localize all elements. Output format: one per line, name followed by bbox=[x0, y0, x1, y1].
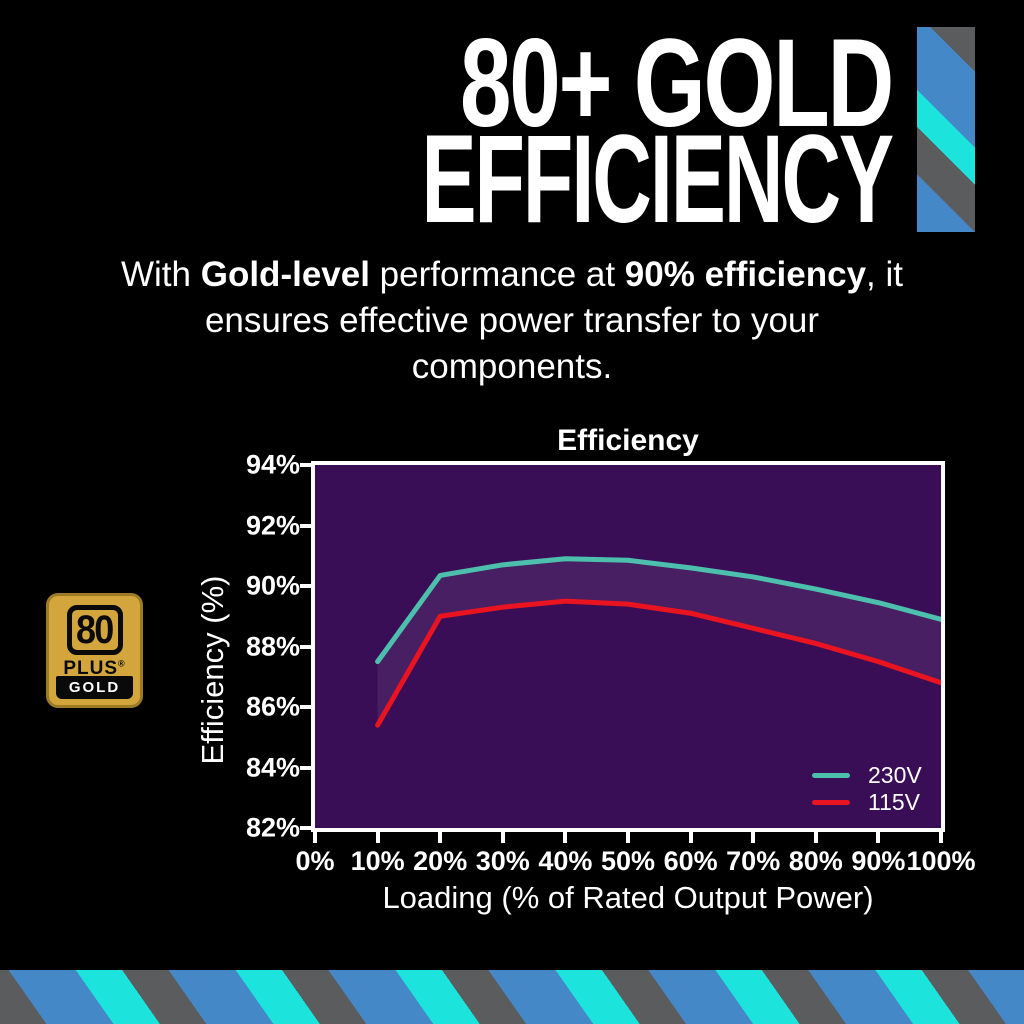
badge-80plus-gold: 80 PLUS® GOLD bbox=[46, 593, 143, 708]
bottom-stripe-banner bbox=[0, 970, 1024, 1024]
y-tick-label: 82% bbox=[245, 812, 300, 843]
subtitle: With Gold-level performance at 90% effic… bbox=[62, 252, 962, 390]
x-tick-label: 80% bbox=[788, 846, 843, 876]
legend-swatch bbox=[812, 773, 850, 778]
x-axis-title: Loading (% of Rated Output Power) bbox=[382, 880, 874, 915]
subtitle-text: ensures effective power transfer to your bbox=[204, 301, 820, 340]
x-tick-mark bbox=[626, 832, 630, 843]
subtitle-line: components. bbox=[62, 344, 962, 390]
x-tick-mark bbox=[751, 832, 756, 843]
legend-item: 115V bbox=[812, 789, 922, 816]
badge-plus-text: PLUS bbox=[63, 658, 119, 679]
y-tick-label: 94% bbox=[245, 449, 300, 480]
x-tick-label: 20% bbox=[413, 846, 468, 876]
x-tick-label: 0% bbox=[295, 846, 335, 876]
x-tick-mark bbox=[375, 832, 380, 843]
subtitle-line: ensures effective power transfer to your bbox=[62, 298, 962, 344]
badge-tier-label: GOLD bbox=[56, 676, 133, 699]
fill-between-curves bbox=[377, 558, 941, 726]
x-tick-mark bbox=[313, 832, 317, 843]
chart-legend: 230V 115V bbox=[812, 762, 922, 816]
chart-canvas bbox=[375, 556, 941, 728]
registered-mark: ® bbox=[118, 658, 126, 669]
legend-label: 230V bbox=[868, 762, 922, 788]
y-tick-label: 84% bbox=[245, 752, 300, 782]
y-tick-mark bbox=[300, 826, 312, 830]
y-tick-label: 86% bbox=[245, 691, 300, 722]
y-tick-mark bbox=[300, 765, 312, 770]
subtitle-text: With bbox=[121, 255, 201, 294]
right-stripe-decoration bbox=[917, 27, 975, 232]
chart-title: Efficiency bbox=[557, 424, 699, 457]
subtitle-text: performance at bbox=[369, 255, 625, 294]
x-tick-mark bbox=[813, 832, 818, 843]
x-tick-mark bbox=[939, 832, 943, 843]
x-tick-label: 90% bbox=[851, 846, 906, 876]
x-tick-label: 50% bbox=[600, 846, 656, 876]
x-tick-label: 10% bbox=[350, 846, 405, 876]
legend-swatch bbox=[812, 800, 850, 805]
subtitle-bold-text: Gold-level bbox=[200, 255, 370, 294]
y-tick-label: 92% bbox=[245, 510, 300, 540]
y-tick-label: 90% bbox=[245, 570, 300, 601]
x-tick-label: 30% bbox=[475, 846, 530, 876]
y-tick-mark bbox=[300, 463, 312, 467]
x-tick-label: 70% bbox=[726, 846, 781, 876]
legend-label: 115V bbox=[868, 789, 921, 815]
x-tick-label: 40% bbox=[538, 846, 593, 876]
x-tick-mark bbox=[438, 832, 443, 843]
y-tick-mark bbox=[300, 584, 312, 588]
y-axis-title: Efficiency (%) bbox=[195, 575, 230, 765]
x-tick-label: 100% bbox=[906, 846, 976, 876]
y-tick-mark bbox=[300, 644, 312, 649]
x-tick-mark bbox=[500, 832, 505, 843]
y-tick-mark bbox=[300, 705, 312, 709]
series-line-230v bbox=[375, 556, 941, 665]
plot-area bbox=[311, 461, 945, 832]
x-tick-mark bbox=[876, 832, 881, 843]
badge-number: 80 bbox=[76, 607, 114, 652]
main-heading: 80+ GOLD EFFICIENCY bbox=[179, 14, 894, 249]
series-line-115v bbox=[375, 598, 941, 728]
legend-item: 230V bbox=[812, 762, 922, 789]
badge-plus-label: PLUS® bbox=[49, 658, 140, 680]
subtitle-text: components. bbox=[411, 347, 613, 386]
x-tick-mark bbox=[563, 832, 568, 843]
subtitle-line: With Gold-level performance at 90% effic… bbox=[62, 252, 962, 298]
subtitle-bold-text: 90% efficiency bbox=[624, 255, 867, 294]
y-tick-mark bbox=[300, 523, 312, 528]
x-tick-label: 60% bbox=[663, 846, 718, 876]
heading-line-2: EFFICIENCY bbox=[421, 110, 894, 249]
heading-line-1: 80+ GOLD bbox=[459, 14, 894, 153]
x-tick-mark bbox=[688, 832, 693, 843]
subtitle-text: , it bbox=[866, 255, 903, 294]
y-tick-label: 88% bbox=[245, 631, 300, 661]
badge-number-box: 80 bbox=[66, 605, 123, 655]
